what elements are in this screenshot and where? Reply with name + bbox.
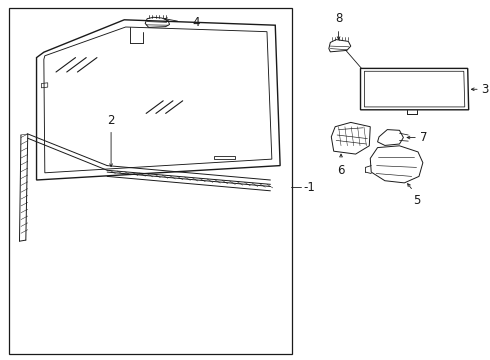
Text: 8: 8: [335, 12, 343, 25]
Text: 2: 2: [107, 114, 115, 127]
Text: 5: 5: [413, 194, 420, 207]
Text: -1: -1: [303, 181, 315, 194]
Text: 6: 6: [337, 164, 345, 177]
Text: 4: 4: [193, 16, 200, 29]
Text: 3: 3: [481, 83, 489, 96]
Text: 7: 7: [420, 131, 427, 144]
